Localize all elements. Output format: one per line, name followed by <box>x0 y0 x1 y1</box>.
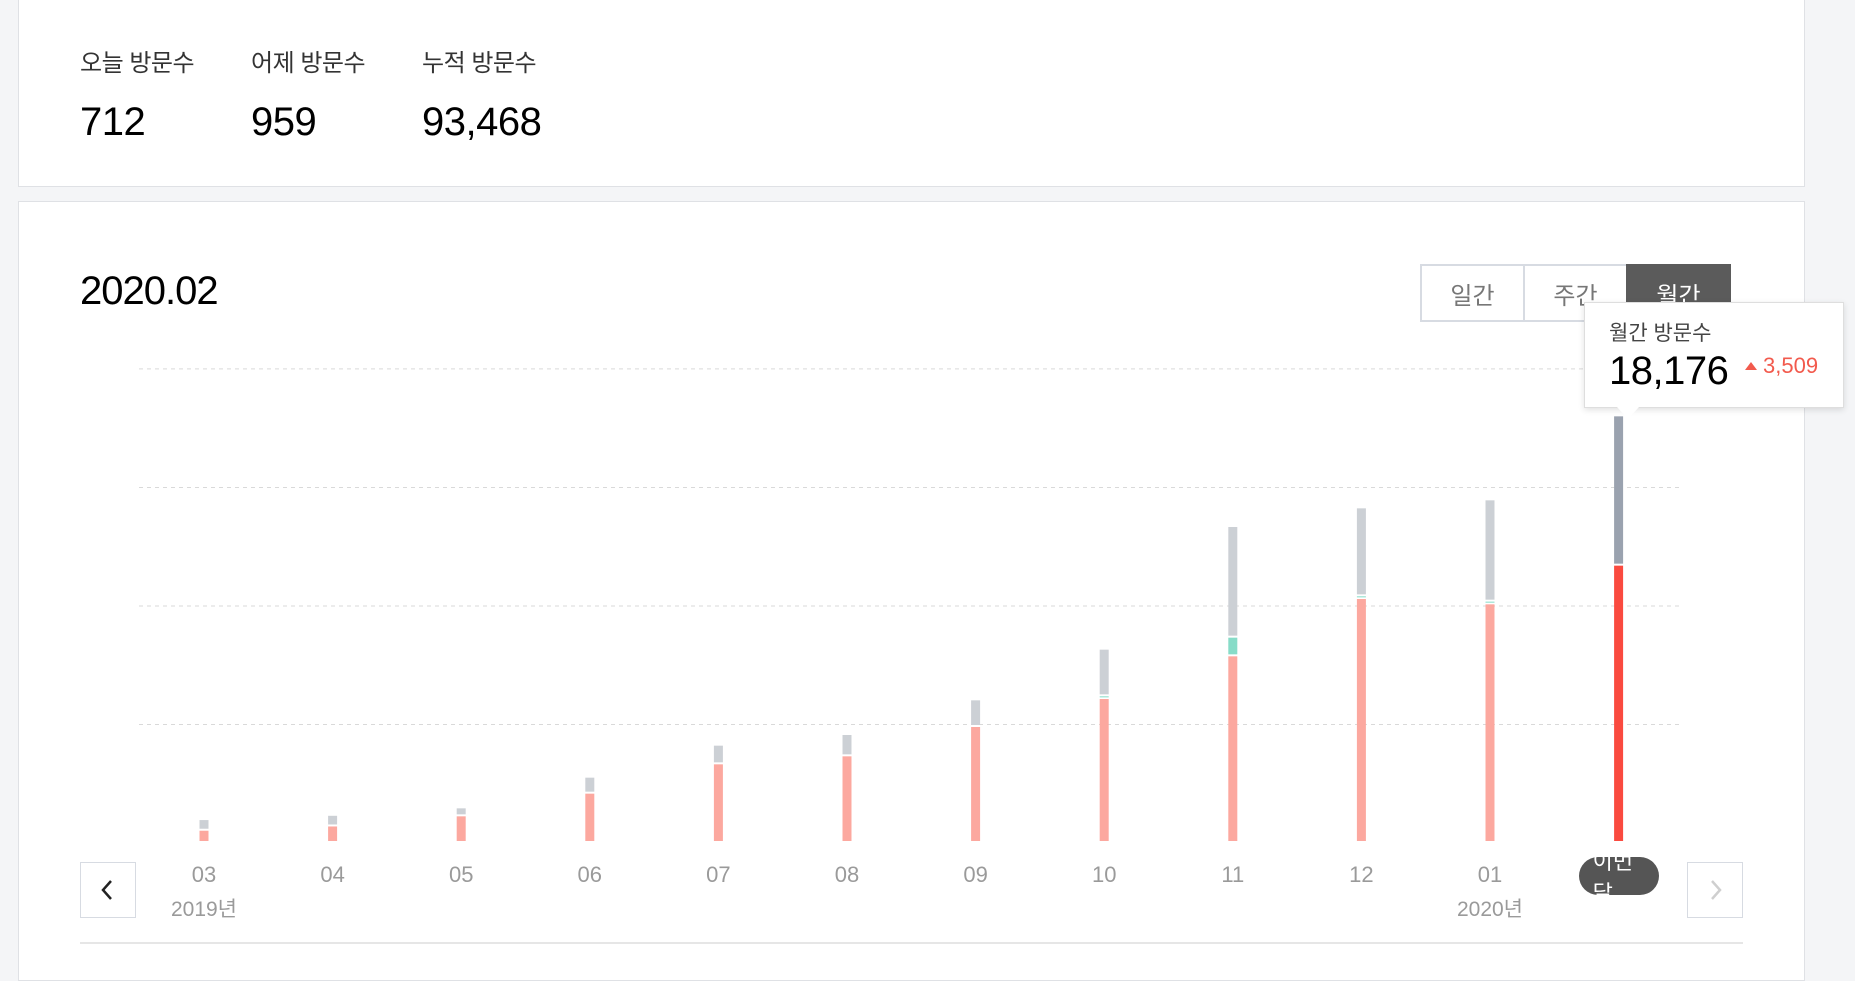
chevron-left-icon <box>101 880 112 900</box>
x-tick-label: 06 <box>578 862 602 887</box>
bar-segment-10-s1[interactable] <box>1099 696 1109 698</box>
x-tick-label: 03 <box>192 862 216 887</box>
year-label: 2020년 <box>1457 898 1523 921</box>
bar-segment-11-s0[interactable] <box>1228 656 1238 841</box>
bar-segment-12-s2[interactable] <box>1356 508 1366 595</box>
bar-segment-09-s2[interactable] <box>971 700 981 725</box>
caret-up-icon <box>1745 362 1757 370</box>
x-tick-label: 11 <box>1221 862 1244 887</box>
x-tick-label: 12 <box>1349 862 1373 887</box>
stats-card: 오늘 방문수 712 어제 방문수 959 누적 방문수 93,468 <box>18 0 1805 187</box>
bar-segment-이번달-s0[interactable] <box>1614 565 1624 841</box>
bar-segment-05-s2[interactable] <box>456 808 466 815</box>
bar-segment-01-s2[interactable] <box>1485 500 1495 600</box>
bar-segment-08-s0[interactable] <box>842 756 852 841</box>
bar-segment-01-s0[interactable] <box>1485 604 1495 841</box>
stat-total-label: 누적 방문수 <box>422 50 537 77</box>
tooltip-change-value: 3,509 <box>1763 353 1819 378</box>
bar-segment-03-s2[interactable] <box>199 820 209 829</box>
visits-bar-chart: 03 04 05 06 07 08 09 10 11 12 01 2019년 2020년 <box>139 368 1682 921</box>
current-month-badge: 이번달 <box>1578 849 1659 906</box>
tooltip-arrow <box>1617 407 1639 419</box>
stat-yesterday: 어제 방문수 959 <box>251 43 366 145</box>
year-label: 2019년 <box>171 898 237 921</box>
bar-segment-06-s0[interactable] <box>585 793 595 841</box>
x-tick-label: 01 <box>1478 862 1502 887</box>
bar-segment-이번달-s2[interactable] <box>1614 416 1624 564</box>
tab-daily[interactable]: 일간 <box>1420 264 1525 322</box>
x-tick-label: 04 <box>320 862 344 887</box>
period-title: 2020.02 <box>80 269 219 313</box>
bar-segment-05-s0[interactable] <box>456 816 466 841</box>
bar-segment-11-s2[interactable] <box>1228 527 1238 636</box>
bar-segment-12-s0[interactable] <box>1356 599 1366 841</box>
stat-total-value: 93,468 <box>422 100 542 144</box>
bar-segment-03-s0[interactable] <box>199 830 209 841</box>
bar-segment-07-s2[interactable] <box>713 745 723 763</box>
x-tick-label: 09 <box>963 862 987 887</box>
stat-today-value: 712 <box>80 100 146 144</box>
bar-segment-07-s0[interactable] <box>713 764 723 841</box>
bar-segment-08-s2[interactable] <box>842 735 852 755</box>
next-month-button[interactable] <box>1687 862 1743 918</box>
tooltip-title: 월간 방문수 <box>1609 322 1712 345</box>
stat-today-label: 오늘 방문수 <box>80 50 195 77</box>
tooltip-change: 3,509 <box>1745 353 1818 379</box>
tooltip-value: 18,176 <box>1609 349 1729 393</box>
bar-segment-04-s2[interactable] <box>328 815 338 825</box>
stat-total: 누적 방문수 93,468 <box>422 43 542 145</box>
stat-today: 오늘 방문수 712 <box>80 43 195 145</box>
bar-segment-04-s0[interactable] <box>328 826 338 841</box>
x-tick-label: 05 <box>449 862 473 887</box>
bar-segment-09-s0[interactable] <box>971 727 981 841</box>
stat-yesterday-label: 어제 방문수 <box>251 50 366 77</box>
monthly-visits-tooltip: 월간 방문수 18,176 3,509 <box>1584 302 1844 419</box>
bar-segment-11-s1[interactable] <box>1228 637 1238 655</box>
bar-segment-10-s2[interactable] <box>1099 649 1109 695</box>
x-tick-label: 07 <box>706 862 730 887</box>
bar-segment-10-s0[interactable] <box>1099 699 1109 841</box>
chevron-right-icon <box>1711 880 1722 900</box>
bar-segment-06-s2[interactable] <box>585 777 595 792</box>
bar-segment-01-s1[interactable] <box>1485 601 1495 603</box>
x-tick-label: 08 <box>835 862 859 887</box>
bottom-divider <box>80 942 1743 944</box>
stat-yesterday-value: 959 <box>251 100 317 144</box>
prev-month-button[interactable] <box>80 862 136 918</box>
bar-segment-12-s1[interactable] <box>1356 596 1366 598</box>
chart-card: 2020.02 일간 주간 월간 03 04 05 06 07 08 09 10 11 12 01 2… <box>18 201 1805 981</box>
x-tick-label: 10 <box>1092 862 1116 887</box>
